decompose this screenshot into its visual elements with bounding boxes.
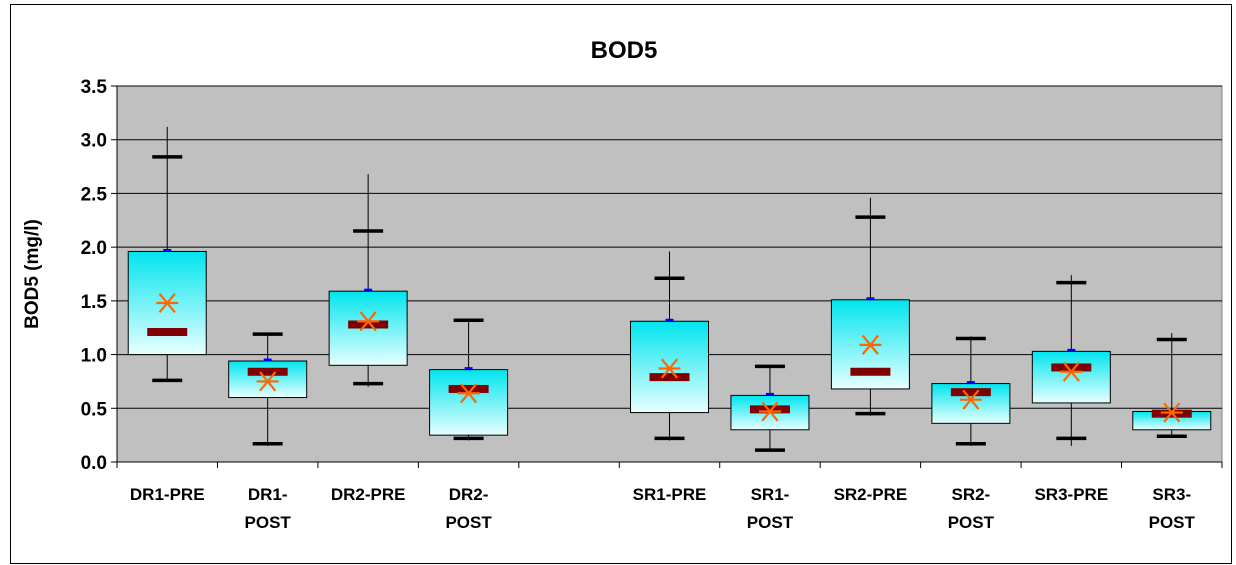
median-bar [749, 405, 790, 414]
x-tick-label: POST [948, 513, 995, 532]
x-tick-label: SR1-PRE [633, 485, 707, 504]
median-bar [348, 320, 389, 329]
y-tick-label: 0.5 [81, 399, 108, 420]
x-tick-label: SR2- [951, 485, 990, 504]
x-tick-label: POST [445, 513, 492, 532]
x-tick-label: DR2-PRE [331, 485, 406, 504]
median-bar [247, 367, 288, 376]
median-bar [850, 367, 891, 376]
x-tick-label: POST [747, 513, 794, 532]
x-tick-label: DR1- [248, 485, 288, 504]
iqr-box [1031, 350, 1111, 404]
x-tick-label: SR3- [1152, 485, 1191, 504]
mean-marker [959, 389, 982, 410]
mean-marker [457, 383, 480, 404]
mean-marker [658, 358, 681, 379]
median-bar [1051, 363, 1092, 372]
chart-title: BOD5 [591, 37, 658, 64]
x-tick-label: SR3-PRE [1034, 485, 1108, 504]
x-tick-label: DR1-PRE [130, 485, 205, 504]
median-bar [448, 384, 489, 393]
mean-marker [859, 334, 882, 355]
x-tick-label: DR2- [449, 485, 489, 504]
y-tick-label: 1.5 [81, 292, 108, 313]
mean-marker [758, 401, 781, 422]
x-tick-label: SR1- [751, 485, 790, 504]
mean-marker [256, 371, 279, 392]
x-tick-label: POST [245, 513, 292, 532]
y-axis-label: BOD5 (mg/l) [22, 219, 43, 329]
y-tick-label: 2.0 [81, 238, 107, 259]
mean-marker [156, 292, 179, 314]
y-tick-label: 3.5 [81, 77, 108, 98]
median-bar [649, 373, 690, 382]
y-tick-label: 1.0 [81, 346, 107, 367]
y-tick-label: 0.0 [81, 453, 107, 474]
mean-marker [1160, 402, 1183, 423]
mean-marker [1060, 361, 1083, 382]
y-tick-label: 3.0 [81, 131, 107, 152]
median-bar [147, 328, 188, 337]
y-tick-label: 2.5 [81, 184, 108, 205]
iqr-box [228, 360, 308, 399]
x-tick-label: POST [1149, 513, 1196, 532]
median-bar [950, 388, 991, 397]
mean-marker [357, 311, 380, 332]
x-tick-label: SR2-PRE [834, 485, 908, 504]
iqr-box [429, 369, 509, 436]
